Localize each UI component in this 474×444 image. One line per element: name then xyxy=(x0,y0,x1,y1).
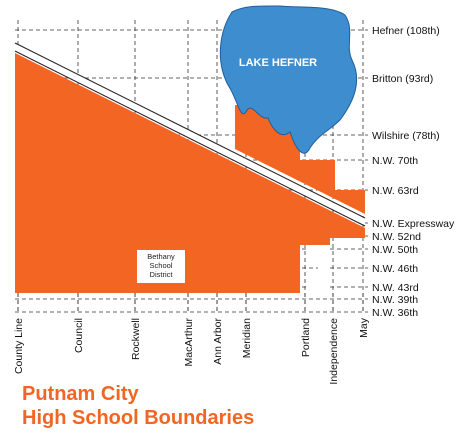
street-label: Independence xyxy=(328,318,340,385)
street-label: Britton (93rd) xyxy=(372,73,433,85)
street-label: Hefner (108th) xyxy=(372,25,440,37)
street-label: May xyxy=(358,317,370,338)
east-west-labels: Hefner (108th) Britton (93rd) Wilshire (78… xyxy=(372,25,455,319)
title: Putnam City High School Boundaries xyxy=(22,383,254,429)
street-label: Wilshire (78th) xyxy=(372,130,440,142)
bethany-line: School xyxy=(150,261,173,270)
street-label: Council xyxy=(73,318,85,353)
district-area xyxy=(15,53,365,293)
street-label: Meridian xyxy=(241,318,253,358)
street-label: MacArthur xyxy=(183,318,195,367)
title-line: High School Boundaries xyxy=(22,407,254,429)
north-south-labels: County Line Council Rockwell MacArthur Ann A… xyxy=(13,317,370,384)
cutout xyxy=(308,245,330,290)
bethany-district xyxy=(137,250,185,283)
lake-label: Lake Hefner xyxy=(239,57,317,69)
bethany-line: Bethany xyxy=(147,252,175,261)
street-label: N.W. 36th xyxy=(372,307,418,319)
street-label: N.W. 52nd xyxy=(372,231,421,243)
bethany-label: Bethany School District xyxy=(147,252,175,279)
street-label: Portland xyxy=(300,318,312,357)
street-label: County Line xyxy=(13,318,25,374)
title-line: Putnam City xyxy=(22,383,140,405)
street-label: N.W. 50th xyxy=(372,244,418,256)
street-label: N.W. 46th xyxy=(372,263,418,275)
street-label: N.W. 63rd xyxy=(372,185,419,197)
district-area xyxy=(235,105,365,214)
grid-overlay xyxy=(17,293,364,312)
street-label: N.W. Expressway xyxy=(372,218,455,230)
street-label: N.W. 70th xyxy=(372,155,418,167)
lake xyxy=(219,5,358,154)
street-label: Rockwell xyxy=(130,318,142,360)
street-label: Ann Arbor xyxy=(212,318,224,365)
street-label: N.W. 43rd xyxy=(372,282,419,294)
expressway xyxy=(13,42,367,227)
street-label: N.W. 39th xyxy=(372,294,418,306)
bethany-line: District xyxy=(150,270,174,279)
